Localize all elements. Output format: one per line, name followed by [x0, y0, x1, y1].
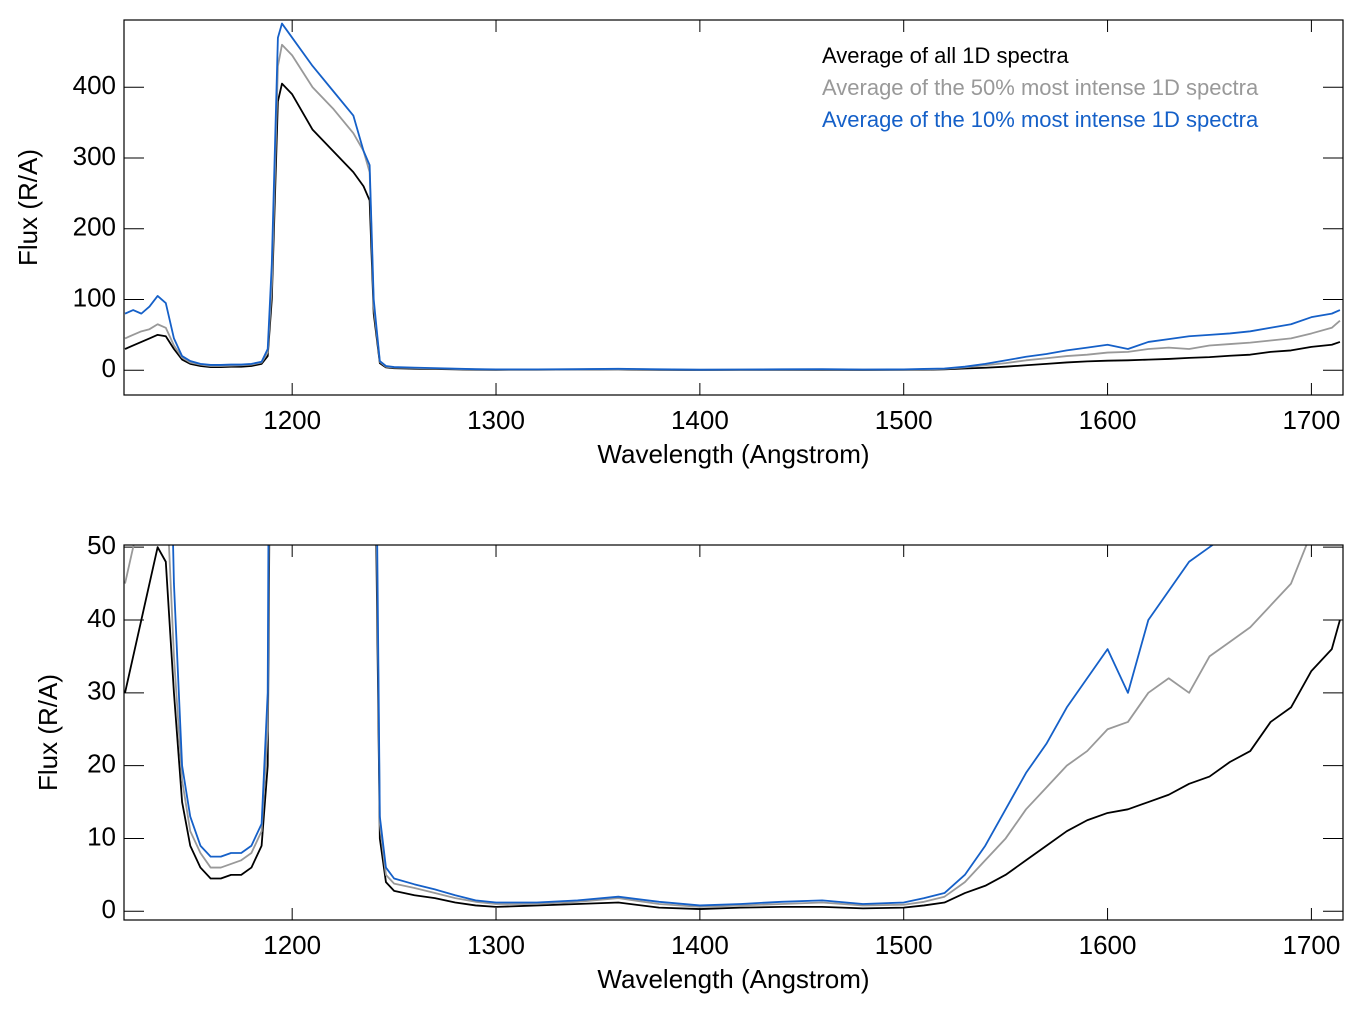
legend-entry: Average of all 1D spectra	[822, 43, 1069, 68]
x-axis-label: Wavelength (Angstrom)	[597, 439, 869, 469]
plot-frame	[123, 19, 1344, 396]
y-tick-label: 50	[87, 530, 116, 560]
x-tick-label: 1400	[671, 405, 729, 435]
y-tick-label: 0	[102, 353, 116, 383]
x-tick-label: 1500	[875, 405, 933, 435]
y-axis-label: Flux (R/A)	[13, 149, 43, 266]
x-tick-label: 1300	[467, 930, 525, 960]
x-tick-label: 1600	[1079, 930, 1137, 960]
plot-frame	[123, 544, 1344, 921]
x-tick-label: 1200	[263, 930, 321, 960]
legend-entry: Average of the 50% most intense 1D spect…	[822, 75, 1259, 100]
plot-area	[124, 545, 1341, 910]
spectrum-line	[124, 545, 1341, 910]
x-tick-label: 1500	[875, 930, 933, 960]
y-tick-label: 10	[87, 821, 116, 851]
x-tick-label: 1700	[1282, 930, 1340, 960]
y-tick-label: 30	[87, 676, 116, 706]
plot-area	[124, 22, 1341, 371]
spectrum-line	[124, 22, 1341, 371]
x-tick-label: 1400	[671, 930, 729, 960]
legend-entry: Average of the 10% most intense 1D spect…	[822, 107, 1259, 132]
y-tick-label: 300	[73, 141, 116, 171]
y-tick-label: 200	[73, 212, 116, 242]
y-axis-label: Flux (R/A)	[33, 674, 63, 791]
y-tick-label: 0	[102, 894, 116, 924]
y-tick-label: 100	[73, 282, 116, 312]
spectrum-line	[172, 545, 1215, 907]
y-tick-label: 400	[73, 70, 116, 100]
x-axis-label: Wavelength (Angstrom)	[597, 964, 869, 994]
y-tick-label: 40	[87, 603, 116, 633]
spectrum-line	[124, 545, 1308, 908]
x-tick-label: 1300	[467, 405, 525, 435]
x-tick-label: 1600	[1079, 405, 1137, 435]
x-tick-label: 1700	[1282, 405, 1340, 435]
y-tick-label: 20	[87, 749, 116, 779]
x-tick-label: 1200	[263, 405, 321, 435]
